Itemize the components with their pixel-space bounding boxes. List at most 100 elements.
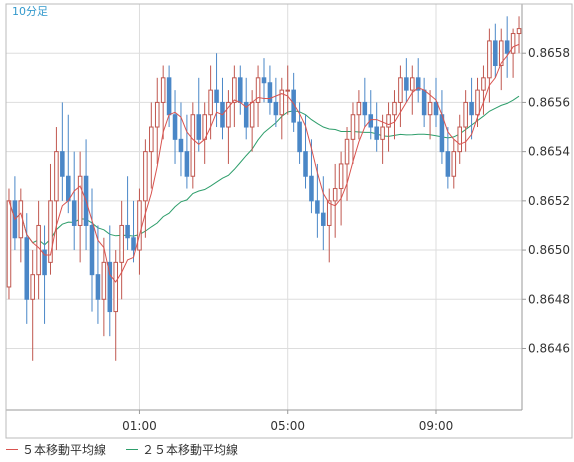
candle-body bbox=[113, 261, 119, 313]
candle-body bbox=[356, 101, 362, 116]
candle-body bbox=[24, 237, 30, 300]
legend-swatch-ma5 bbox=[6, 448, 18, 450]
candle-body bbox=[321, 212, 326, 226]
candle-body bbox=[131, 237, 136, 251]
candle-body bbox=[243, 101, 249, 128]
candle-body bbox=[54, 151, 59, 202]
candle-body bbox=[498, 40, 504, 67]
candle-body bbox=[42, 249, 47, 276]
candle-body bbox=[60, 151, 65, 177]
y-tick-label: 0.8658 bbox=[528, 46, 570, 60]
y-tick-label: 0.8646 bbox=[528, 341, 570, 355]
candle-body bbox=[380, 126, 385, 140]
candle-body bbox=[303, 151, 308, 177]
y-tick-label: 0.8652 bbox=[528, 194, 570, 208]
candle-body bbox=[285, 89, 291, 92]
candle-body bbox=[65, 175, 71, 202]
candle-body bbox=[101, 261, 107, 300]
candle-body bbox=[309, 175, 314, 202]
candle-body bbox=[350, 114, 356, 140]
candle-body bbox=[160, 77, 166, 103]
candle-body bbox=[516, 28, 522, 35]
candle-body bbox=[71, 200, 77, 226]
ma5-layer bbox=[8, 43, 520, 283]
candle-body bbox=[178, 138, 184, 153]
candle-body bbox=[427, 101, 433, 116]
x-tick-label: 01:00 bbox=[122, 419, 157, 433]
candle-body bbox=[297, 121, 302, 153]
candle-body bbox=[510, 33, 516, 54]
candle-body bbox=[249, 101, 255, 128]
ma25-line bbox=[8, 95, 520, 246]
candle-body bbox=[457, 126, 463, 153]
legend-label-ma5: ５本移動平均線 bbox=[22, 442, 107, 457]
candle-body bbox=[451, 151, 457, 177]
candle-body bbox=[149, 126, 154, 153]
legend-item-ma25: ２５本移動平均線 bbox=[126, 441, 238, 458]
legend: ５本移動平均線 ２５本移動平均線 bbox=[6, 440, 238, 458]
candle-body bbox=[326, 200, 332, 226]
legend-item-ma5: ５本移動平均線 bbox=[6, 441, 106, 458]
timeframe-label: 10分足 bbox=[12, 5, 48, 18]
candle-body bbox=[125, 224, 130, 239]
candle-body bbox=[107, 261, 113, 313]
candle-body bbox=[6, 200, 12, 288]
candle-body bbox=[409, 77, 415, 91]
candle-body bbox=[77, 175, 83, 226]
y-tick-label: 0.8648 bbox=[528, 292, 570, 306]
candle-body bbox=[433, 101, 439, 116]
candle-body bbox=[398, 77, 403, 103]
candle-body bbox=[415, 77, 421, 91]
candle-body bbox=[184, 151, 190, 177]
candle-body bbox=[30, 274, 35, 300]
y-tick-label: 0.8654 bbox=[528, 145, 570, 159]
candle-body bbox=[374, 126, 379, 140]
candle-body bbox=[463, 101, 468, 128]
ma5-line bbox=[8, 43, 520, 283]
candle-body bbox=[469, 101, 474, 116]
candle-body bbox=[368, 114, 374, 128]
candle-body bbox=[338, 163, 344, 190]
candle-body bbox=[95, 274, 101, 300]
candles bbox=[6, 16, 522, 361]
candle-body bbox=[315, 200, 320, 214]
candle-body bbox=[154, 101, 160, 128]
candle-body bbox=[172, 114, 178, 140]
y-tick-label: 0.8656 bbox=[528, 95, 570, 109]
candle-body bbox=[493, 40, 498, 67]
candle-body bbox=[261, 77, 267, 84]
candle-body bbox=[386, 114, 391, 128]
candle-body bbox=[279, 89, 285, 116]
candle-body bbox=[36, 224, 41, 276]
candle-body bbox=[445, 151, 451, 177]
x-axis-ticks: 01:00 05:00 09:00 bbox=[122, 410, 453, 433]
candle-body bbox=[89, 224, 95, 276]
candle-body bbox=[504, 40, 510, 54]
candle-body bbox=[487, 40, 492, 79]
legend-label-ma25: ２５本移動平均線 bbox=[142, 442, 239, 457]
x-tick-label: 05:00 bbox=[270, 419, 305, 433]
candle-body bbox=[190, 114, 196, 177]
candle-body bbox=[255, 77, 261, 103]
candle-body bbox=[226, 101, 231, 128]
x-tick-label: 09:00 bbox=[419, 419, 454, 433]
y-axis-ticks: 0.8646 0.8648 0.8650 0.8652 0.8654 0.8656 0.86… bbox=[522, 46, 570, 355]
candle-body bbox=[232, 77, 237, 103]
candle-body bbox=[332, 188, 338, 202]
candle-body bbox=[273, 101, 279, 116]
candle-body bbox=[237, 77, 243, 103]
candle-body bbox=[439, 114, 445, 153]
candle-body bbox=[475, 89, 480, 116]
ma25-layer bbox=[8, 95, 520, 246]
candle-body bbox=[48, 200, 53, 263]
plot-frame bbox=[5, 3, 573, 439]
candle-body bbox=[404, 77, 409, 91]
candle-body bbox=[421, 89, 427, 116]
candle-body bbox=[362, 101, 368, 116]
candle-body bbox=[481, 77, 486, 91]
candle-body bbox=[137, 200, 142, 251]
candle-body bbox=[214, 89, 219, 103]
candle-body bbox=[143, 151, 148, 202]
